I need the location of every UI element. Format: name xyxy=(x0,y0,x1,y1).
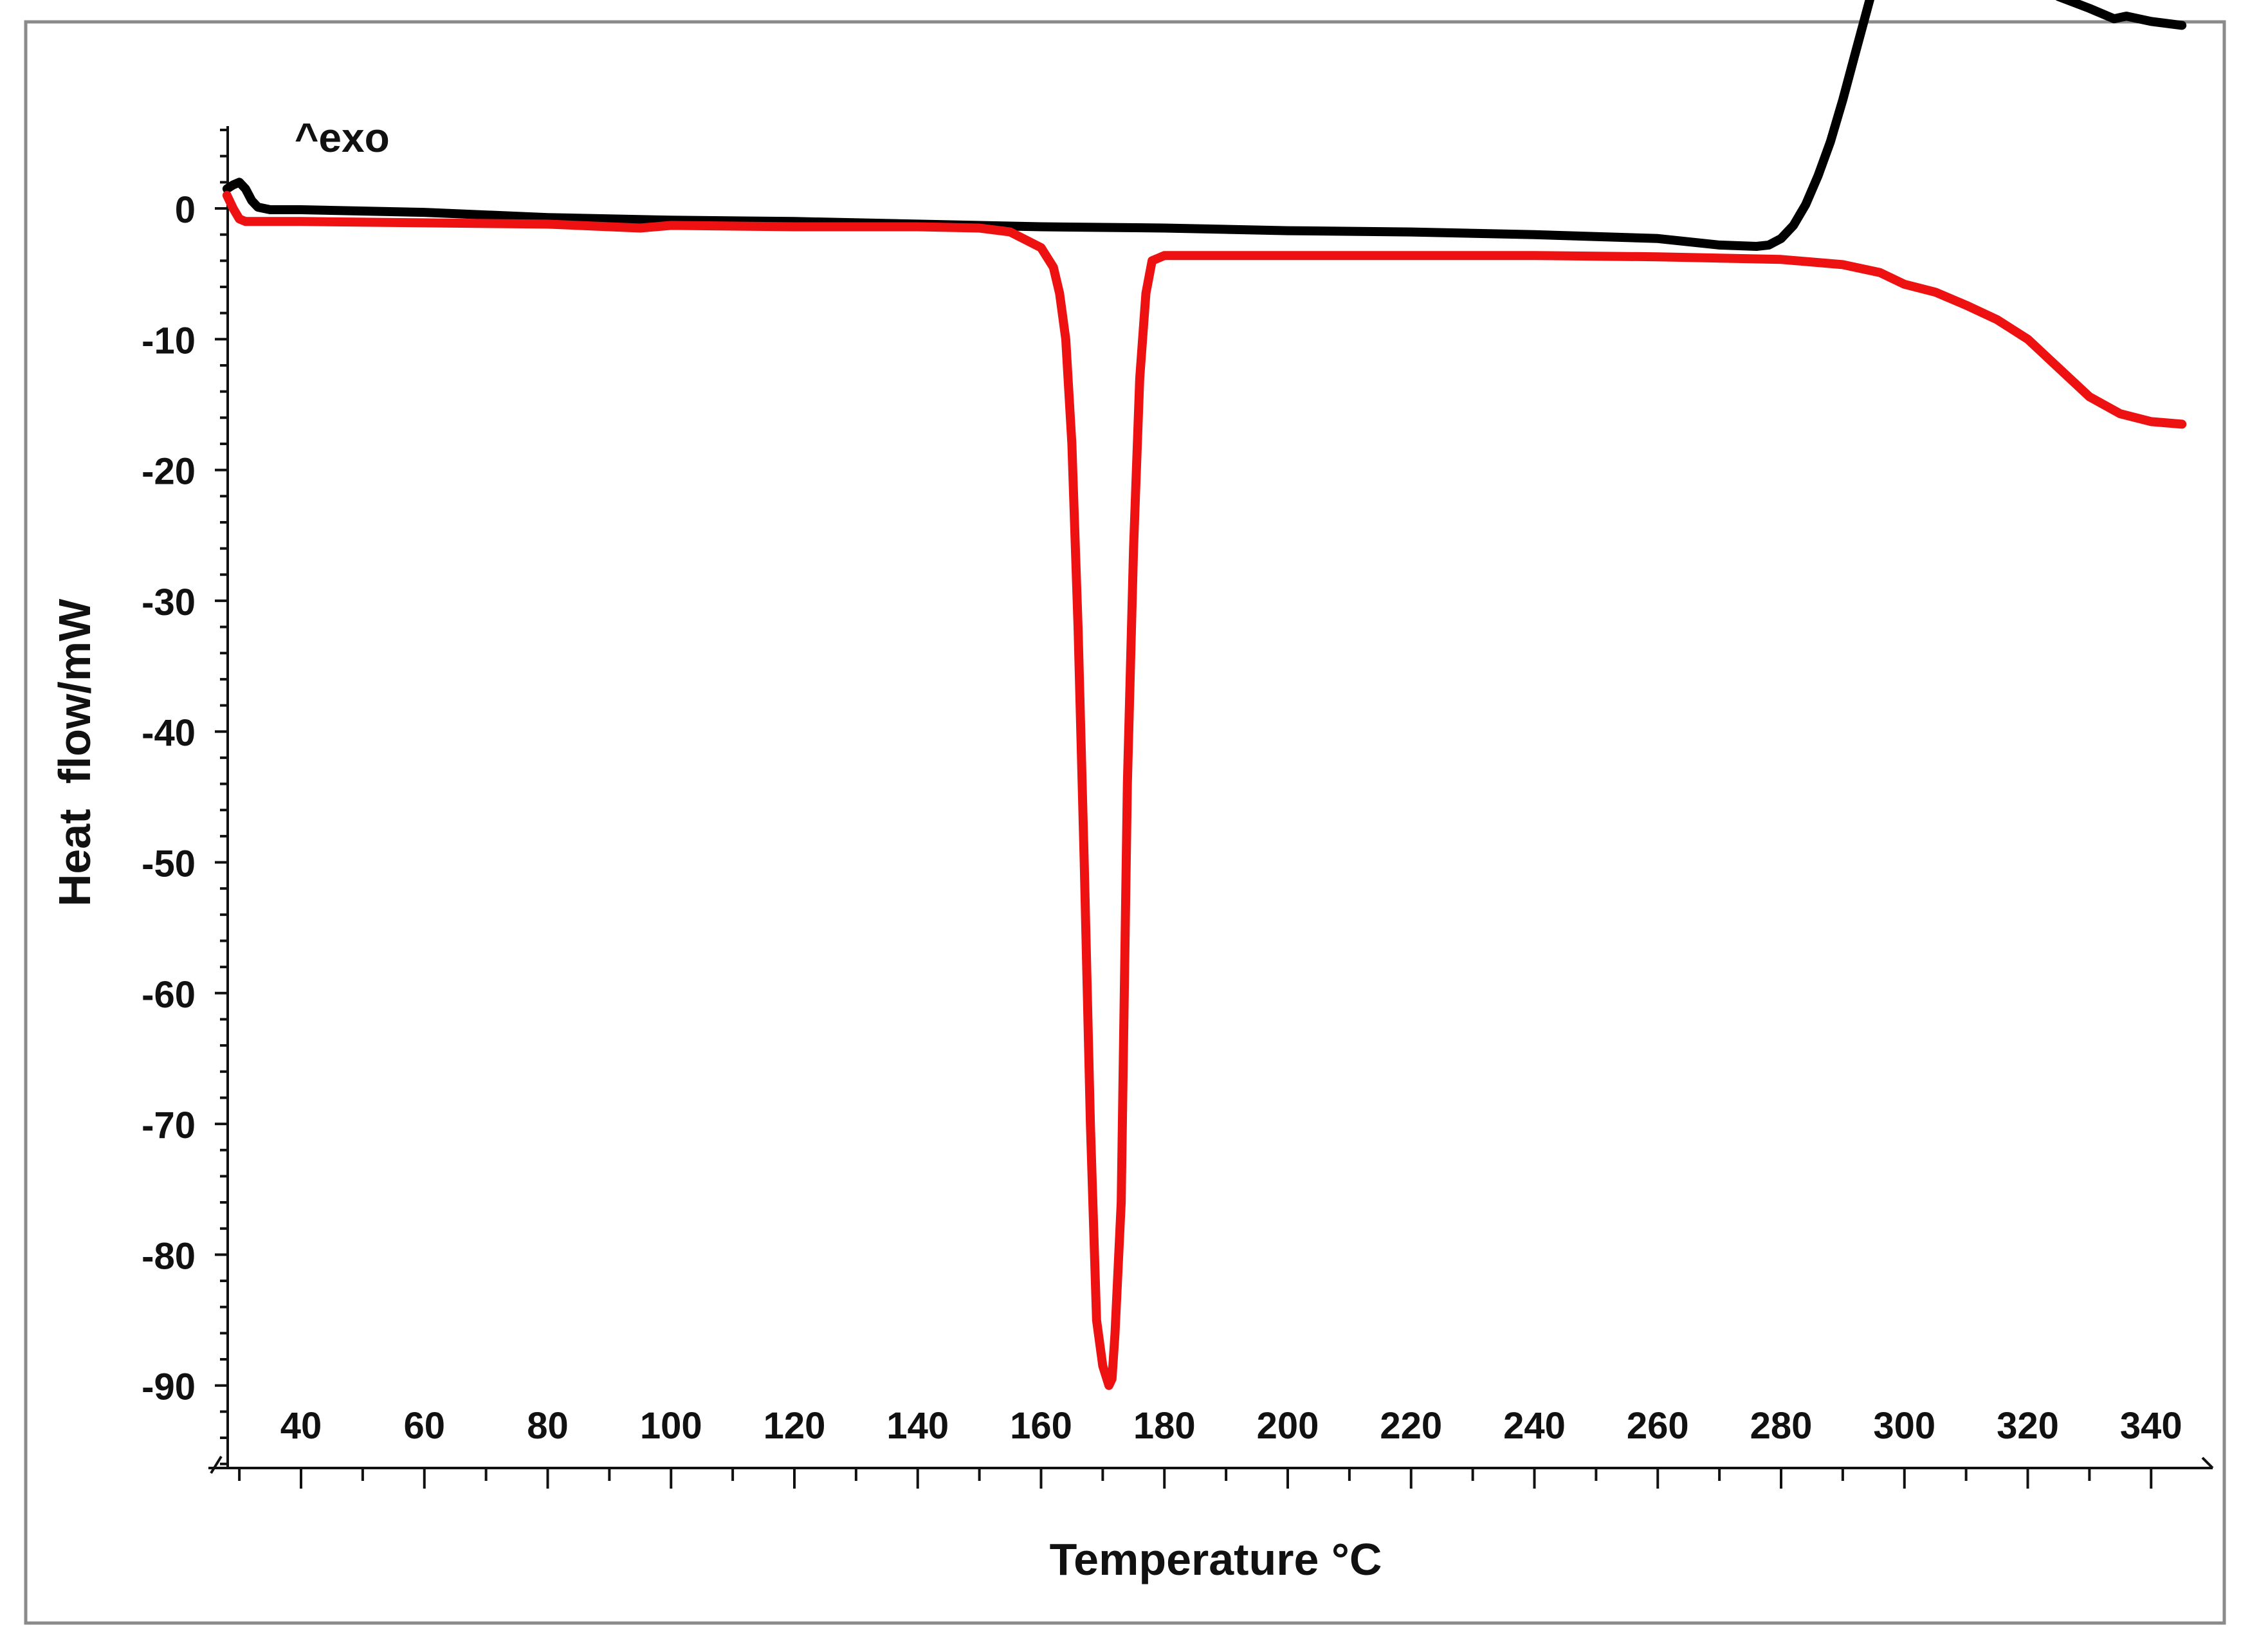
x-tick-label: 260 xyxy=(1627,1405,1689,1447)
y-axis-title: Heat flow/mW xyxy=(50,599,100,906)
red-curve-line xyxy=(222,190,2187,1390)
axis-break-mark xyxy=(210,1455,223,1474)
y-tick-label: -70 xyxy=(142,1105,196,1146)
exo-annotation: ^exo xyxy=(295,115,390,161)
x-tick-label: 300 xyxy=(1873,1405,1935,1447)
x-tick-label: 80 xyxy=(527,1405,569,1447)
y-tick-label: -60 xyxy=(142,974,196,1016)
x-tick-label: 60 xyxy=(403,1405,445,1447)
y-tick-label: -50 xyxy=(142,843,196,885)
x-tick-label: 340 xyxy=(2120,1405,2182,1447)
y-tick-label: -40 xyxy=(142,712,196,754)
y-tick-label: -80 xyxy=(142,1235,196,1277)
x-tick-label: 160 xyxy=(1010,1405,1072,1447)
axis-break-mark xyxy=(2201,1456,2214,1469)
x-axis-title: Temperature °C xyxy=(1050,1534,1382,1584)
y-tick-label: 0 xyxy=(175,189,196,231)
y-tick-label: -20 xyxy=(142,451,196,493)
y-tick-label: -10 xyxy=(142,320,196,362)
x-tick-label: 240 xyxy=(1503,1405,1566,1447)
x-tick-label: 200 xyxy=(1257,1405,1319,1447)
x-tick-label: 120 xyxy=(764,1405,826,1447)
black-curve-line xyxy=(222,0,2187,251)
x-tick-label: 180 xyxy=(1133,1405,1196,1447)
x-tick-label: 40 xyxy=(280,1405,322,1447)
x-tick-label: 320 xyxy=(1997,1405,2059,1447)
x-tick-label: 280 xyxy=(1750,1405,1813,1447)
x-tick-label: 140 xyxy=(886,1405,949,1447)
y-tick-label: -90 xyxy=(142,1366,196,1408)
x-tick-label: 220 xyxy=(1380,1405,1442,1447)
y-tick-label: -30 xyxy=(142,582,196,623)
x-tick-label: 100 xyxy=(640,1405,702,1447)
